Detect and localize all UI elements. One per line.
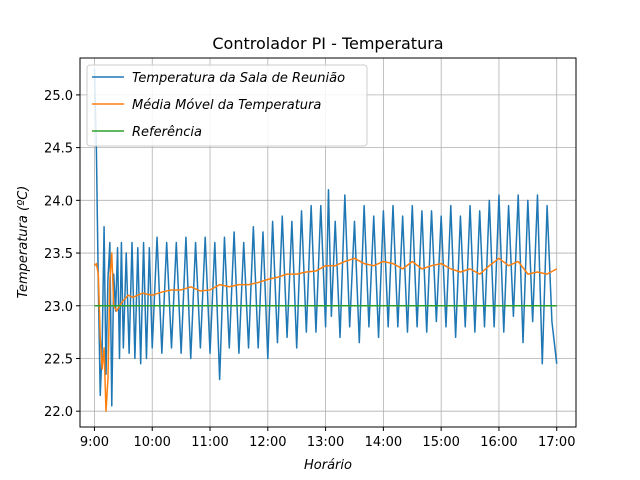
series-lines: [93, 68, 558, 412]
x-axis-label: Horário: [304, 458, 352, 473]
chart-title: Controlador PI - Temperatura: [212, 34, 443, 53]
y-tick-label: 23.5: [44, 247, 73, 262]
x-tick-label: 14:00: [365, 435, 402, 450]
series-line-temperature: [93, 68, 558, 407]
plot-frame: [79, 57, 577, 428]
y-tick-label: 22.5: [44, 352, 73, 367]
y-axis-ticks: 22.0 22.5 23.0 23.5 24.0 24.5 25.0: [44, 89, 80, 420]
y-tick-label: 22.0: [44, 405, 73, 420]
y-tick-label: 23.0: [44, 300, 73, 315]
y-tick-label: 24.5: [44, 142, 73, 157]
x-tick-label: 17:00: [538, 435, 575, 450]
y-tick-label: 25.0: [44, 89, 73, 104]
legend-label-reference: Referência: [132, 125, 202, 140]
x-tick-label: 12:00: [249, 435, 286, 450]
legend-label-temperature: Temperatura da Sala de Reunião: [132, 71, 345, 86]
x-tick-label: 9:00: [80, 435, 109, 450]
x-tick-label: 15:00: [422, 435, 459, 450]
x-tick-label: 16:00: [480, 435, 517, 450]
x-axis-ticks: 9:00 10:00 11:00 12:00 13:00 14:00 15:00 16:00 1…: [80, 427, 575, 450]
legend: Temperatura da Sala de Reunião Média Móv…: [86, 64, 368, 147]
legend-box: [86, 64, 368, 147]
legend-label-moving-average: Média Móvel da Temperatura: [132, 98, 321, 113]
y-axis-label: Temperatura (ºC): [16, 186, 31, 299]
x-tick-label: 10:00: [133, 435, 170, 450]
y-tick-label: 24.0: [44, 194, 73, 209]
x-tick-label: 11:00: [191, 435, 228, 450]
x-tick-label: 13:00: [307, 435, 344, 450]
